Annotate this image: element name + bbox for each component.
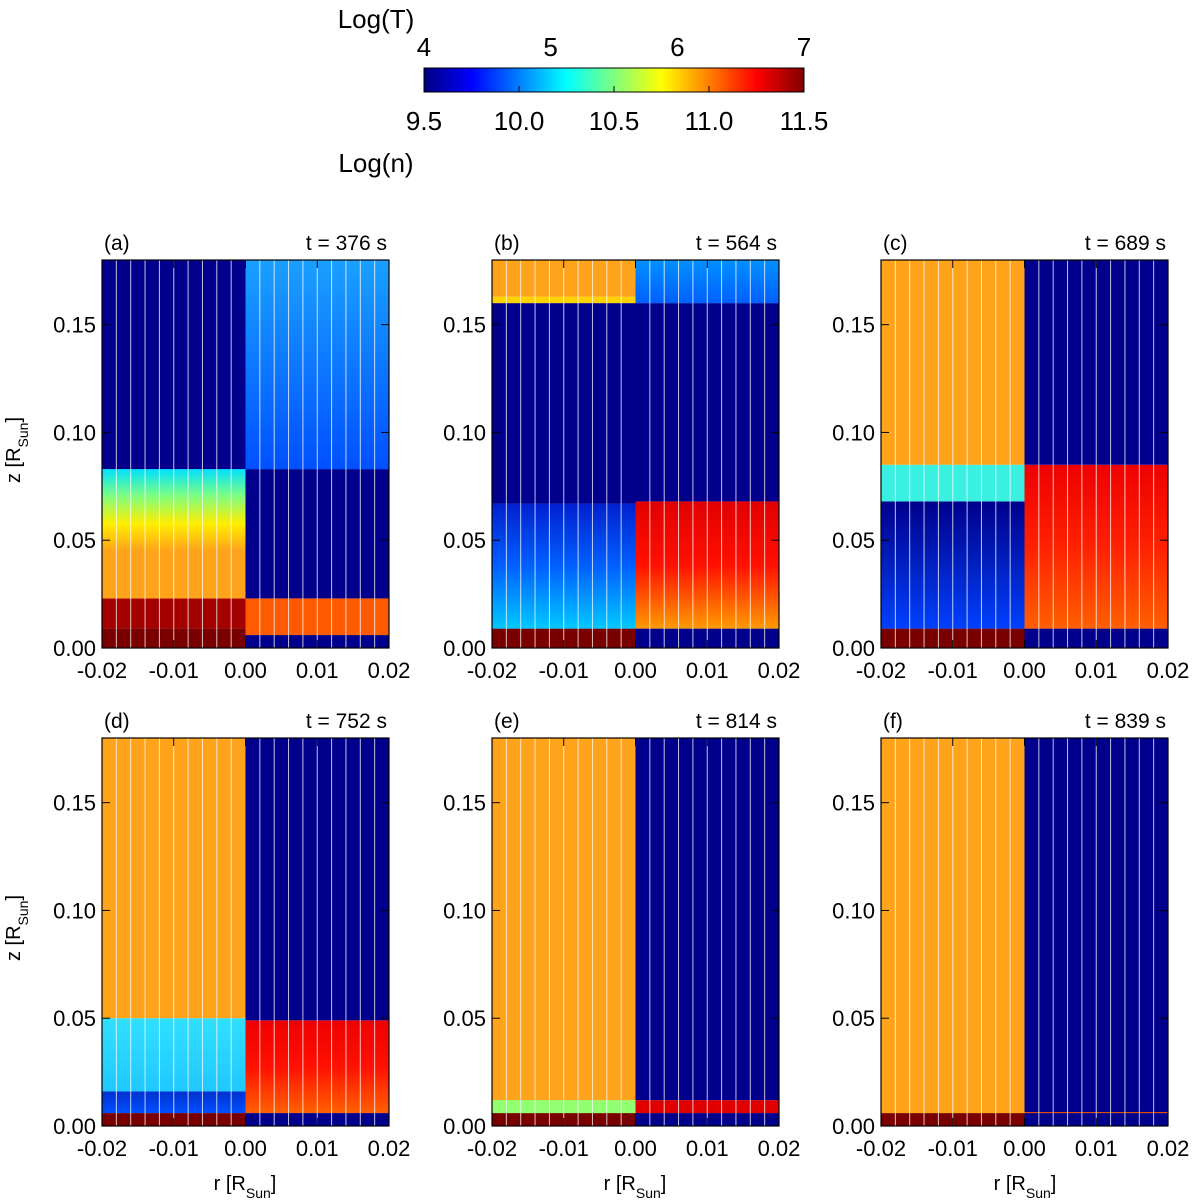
y-tick-label: 0.05 bbox=[832, 528, 875, 553]
y-tick-label: 0.05 bbox=[443, 1006, 486, 1031]
x-tick-label: -0.01 bbox=[539, 658, 589, 683]
y-tick-label: 0.15 bbox=[53, 791, 96, 816]
y-tick-label: 0.10 bbox=[53, 420, 96, 445]
y-axis-title-bottom: z [RSun] bbox=[3, 895, 31, 961]
panel-a: 0.00 0.05 0.10 0.15 -0.02 -0.01 0.00 0.01 0.02 (a… bbox=[53, 232, 410, 683]
x-tick-label: 0.01 bbox=[296, 658, 339, 683]
x-tick-label: -0.01 bbox=[928, 658, 978, 683]
colorbar-bottom-ticks: 9.5 10.0 10.5 11.0 11.5 bbox=[406, 86, 828, 136]
y-tick-label: 0.15 bbox=[443, 313, 486, 338]
x-tick-label: -0.01 bbox=[149, 658, 199, 683]
colorbar-bottom-tick-label: 9.5 bbox=[406, 106, 442, 136]
y-tick-label: 0.00 bbox=[832, 1114, 875, 1139]
x-tick-label: 0.00 bbox=[224, 658, 267, 683]
panel-time: t = 564 s bbox=[696, 232, 777, 255]
y-tick-label: 0.15 bbox=[832, 313, 875, 338]
x-tick-label: -0.01 bbox=[539, 1136, 589, 1161]
panel-time: t = 752 s bbox=[306, 710, 387, 733]
y-tick-label: 0.10 bbox=[53, 898, 96, 923]
panel-label: (b) bbox=[494, 232, 520, 255]
y-tick-label: 0.10 bbox=[832, 898, 875, 923]
panel-e: 0.00 0.05 0.10 0.15 -0.02 -0.01 0.00 0.01 0.02 (e… bbox=[443, 710, 800, 1161]
x-tick-label: -0.01 bbox=[149, 1136, 199, 1161]
x-tick-label: -0.02 bbox=[856, 658, 906, 683]
y-tick-label: 0.00 bbox=[443, 636, 486, 661]
y-tick-label: 0.00 bbox=[53, 1114, 96, 1139]
x-tick-label: 0.02 bbox=[1147, 1136, 1190, 1161]
panel-time: t = 689 s bbox=[1085, 232, 1166, 255]
y-tick-label: 0.05 bbox=[443, 528, 486, 553]
panel-label: (f) bbox=[883, 710, 903, 733]
y-tick-label: 0.05 bbox=[53, 528, 96, 553]
colorbar-top-tick-label: 5 bbox=[543, 32, 557, 62]
y-tick-label: 0.05 bbox=[53, 1006, 96, 1031]
y-tick-label: 0.15 bbox=[443, 791, 486, 816]
x-tick-label: 0.00 bbox=[614, 1136, 657, 1161]
x-tick-label: -0.02 bbox=[856, 1136, 906, 1161]
x-tick-label: 0.02 bbox=[368, 658, 411, 683]
svg-text:z [RSun]: z [RSun] bbox=[3, 895, 31, 961]
svg-text:z [RSun]: z [RSun] bbox=[3, 417, 31, 483]
y-tick-label: 0.00 bbox=[443, 1114, 486, 1139]
y-tick-label: 0.15 bbox=[53, 313, 96, 338]
x-tick-label: 0.01 bbox=[1075, 1136, 1118, 1161]
panel-label: (d) bbox=[104, 710, 130, 733]
x-tick-label: 0.00 bbox=[614, 658, 657, 683]
y-tick-label: 0.10 bbox=[443, 898, 486, 923]
panel-time: t = 814 s bbox=[696, 710, 777, 733]
x-tick-label: -0.02 bbox=[467, 1136, 517, 1161]
x-tick-label: 0.00 bbox=[1003, 658, 1046, 683]
x-tick-label: 0.02 bbox=[1147, 658, 1190, 683]
y-axis-title-top: z [RSun] bbox=[3, 417, 31, 483]
colorbar-bottom-tick-label: 10.0 bbox=[494, 106, 545, 136]
x-tick-label: -0.01 bbox=[928, 1136, 978, 1161]
x-tick-label: 0.01 bbox=[296, 1136, 339, 1161]
panel-time: t = 376 s bbox=[306, 232, 387, 255]
colorbar-top-tick-label: 7 bbox=[797, 32, 811, 62]
x-axis-title-middle: r [RSun] bbox=[604, 1173, 667, 1200]
panel-d: 0.00 0.05 0.10 0.15 -0.02 -0.01 0.00 0.01 0.02 (d… bbox=[53, 710, 410, 1161]
y-tick-label: 0.00 bbox=[832, 636, 875, 661]
x-tick-label: -0.02 bbox=[467, 658, 517, 683]
colorbar-top-tick-label: 6 bbox=[670, 32, 684, 62]
x-tick-label: -0.02 bbox=[77, 658, 127, 683]
panel-label: (e) bbox=[494, 710, 520, 733]
panels: 0.00 0.05 0.10 0.15 -0.02 -0.01 0.00 0.01 0.02 (a… bbox=[53, 232, 1189, 1161]
x-tick-label: 0.01 bbox=[686, 1136, 729, 1161]
x-tick-label: 0.02 bbox=[368, 1136, 411, 1161]
colorbar-bottom-tick-label: 11.5 bbox=[780, 106, 829, 136]
y-tick-label: 0.10 bbox=[443, 420, 486, 445]
x-tick-label: 0.00 bbox=[224, 1136, 267, 1161]
y-tick-label: 0.15 bbox=[832, 791, 875, 816]
colorbar-bottom-title: Log(n) bbox=[338, 148, 413, 178]
x-tick-label: 0.02 bbox=[758, 658, 801, 683]
y-tick-label: 0.05 bbox=[832, 1006, 875, 1031]
panel-b: 0.00 0.05 0.10 0.15 -0.02 -0.01 0.00 0.01 0.02 (b… bbox=[443, 232, 800, 683]
x-axis-title-right: r [RSun] bbox=[994, 1173, 1057, 1200]
panel-f: 0.00 0.05 0.10 0.15 -0.02 -0.01 0.00 0.01 0.02 (f… bbox=[832, 710, 1189, 1161]
colorbar-top-tick-label: 4 bbox=[417, 32, 431, 62]
panel-label: (a) bbox=[104, 232, 130, 255]
x-tick-label: 0.01 bbox=[686, 658, 729, 683]
colorbar-top-ticks: 4 5 6 7 bbox=[417, 32, 811, 74]
x-tick-label: 0.02 bbox=[758, 1136, 801, 1161]
x-tick-label: 0.01 bbox=[1075, 658, 1118, 683]
colorbar-bottom-tick-label: 10.5 bbox=[589, 106, 640, 136]
colorbar: Log(T) 4 5 6 7 9.5 10.0 10.5 11.0 11.5 Log(n) bbox=[338, 4, 829, 178]
panel-time: t = 839 s bbox=[1085, 710, 1166, 733]
panel-c: 0.00 0.05 0.10 0.15 -0.02 -0.01 0.00 0.01 0.02 (c… bbox=[832, 232, 1189, 683]
panel-label: (c) bbox=[883, 232, 908, 255]
colorbar-bottom-tick-label: 11.0 bbox=[685, 106, 734, 136]
x-axis-title-left: r [RSun] bbox=[214, 1173, 277, 1200]
y-tick-label: 0.10 bbox=[832, 420, 875, 445]
colorbar-top-title: Log(T) bbox=[338, 4, 415, 34]
x-tick-label: 0.00 bbox=[1003, 1136, 1046, 1161]
y-tick-label: 0.00 bbox=[53, 636, 96, 661]
x-tick-label: -0.02 bbox=[77, 1136, 127, 1161]
